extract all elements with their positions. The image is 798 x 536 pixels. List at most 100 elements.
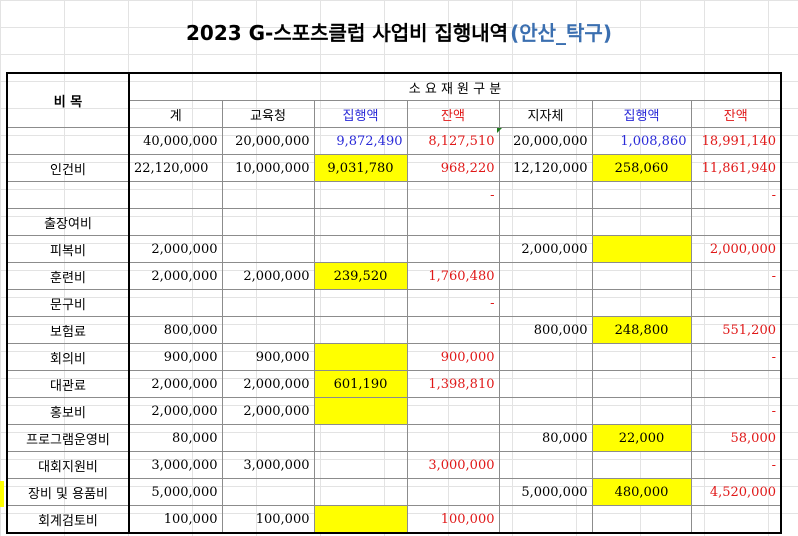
row-label-cell[interactable]: 훈련비	[6, 262, 130, 290]
table-cell[interactable]	[591, 397, 692, 425]
table-cell[interactable]: 100,000	[406, 505, 500, 534]
table-cell[interactable]	[591, 370, 692, 398]
table-cell[interactable]: 2,000,000	[498, 235, 593, 263]
header-group-cell[interactable]: 소 요 재 원 구 분	[128, 72, 782, 101]
table-cell[interactable]: -	[690, 451, 782, 479]
column-header[interactable]: 지자체	[498, 100, 593, 128]
table-cell[interactable]	[498, 505, 593, 534]
row-label-cell[interactable]	[6, 181, 130, 209]
table-cell[interactable]	[313, 451, 408, 479]
totals-label-cell[interactable]	[6, 127, 130, 155]
totals-cell[interactable]: 1,008,860	[591, 127, 692, 155]
table-cell[interactable]: 800,000	[498, 316, 593, 344]
totals-cell[interactable]: 20,000,000	[498, 127, 593, 155]
table-cell[interactable]: -	[690, 262, 782, 290]
table-cell[interactable]	[498, 451, 593, 479]
table-cell[interactable]	[221, 478, 315, 506]
table-cell[interactable]: 22,120,000	[128, 154, 223, 182]
table-cell[interactable]	[313, 397, 408, 425]
row-label-cell[interactable]: 출장여비	[6, 208, 130, 236]
table-cell[interactable]: 80,000	[498, 424, 593, 452]
table-cell[interactable]	[690, 208, 782, 236]
column-header[interactable]: 잔액	[690, 100, 782, 128]
table-cell[interactable]	[498, 289, 593, 317]
row-label-cell[interactable]: 대관료	[6, 370, 130, 398]
table-cell[interactable]: 100,000	[128, 505, 223, 534]
table-cell[interactable]: -	[406, 181, 500, 209]
table-cell[interactable]	[313, 289, 408, 317]
table-cell[interactable]	[406, 424, 500, 452]
table-cell[interactable]: 100,000	[221, 505, 315, 534]
table-cell[interactable]: 2,000,000	[128, 370, 223, 398]
table-cell[interactable]: 2,000,000	[221, 262, 315, 290]
table-cell[interactable]	[313, 208, 408, 236]
table-cell[interactable]: -	[690, 343, 782, 371]
table-cell[interactable]: -	[690, 181, 782, 209]
table-cell[interactable]: 3,000,000	[128, 451, 223, 479]
column-header[interactable]: 교육청	[221, 100, 315, 128]
table-cell[interactable]: 1,398,810	[406, 370, 500, 398]
table-cell[interactable]: 2,000,000	[128, 235, 223, 263]
table-cell[interactable]	[498, 262, 593, 290]
table-cell[interactable]	[591, 181, 692, 209]
table-cell[interactable]	[690, 370, 782, 398]
table-cell[interactable]	[591, 208, 692, 236]
table-cell[interactable]	[406, 208, 500, 236]
table-cell[interactable]: 5,000,000	[128, 478, 223, 506]
table-cell[interactable]	[128, 181, 223, 209]
row-label-cell[interactable]: 대회지원비	[6, 451, 130, 479]
table-cell[interactable]: 601,190	[313, 370, 408, 398]
table-cell[interactable]: 258,060	[591, 154, 692, 182]
table-cell[interactable]	[313, 478, 408, 506]
header-label-cell[interactable]: 비 목	[6, 72, 130, 128]
totals-cell[interactable]: 20,000,000	[221, 127, 315, 155]
table-cell[interactable]: 900,000	[406, 343, 500, 371]
table-cell[interactable]: 2,000,000	[128, 397, 223, 425]
totals-cell[interactable]: 8,127,510	[406, 127, 500, 155]
table-cell[interactable]: 22,000	[591, 424, 692, 452]
table-cell[interactable]	[498, 370, 593, 398]
table-cell[interactable]	[221, 235, 315, 263]
table-cell[interactable]: -	[690, 397, 782, 425]
table-cell[interactable]	[221, 289, 315, 317]
table-cell[interactable]	[591, 505, 692, 534]
table-cell[interactable]	[591, 343, 692, 371]
table-cell[interactable]: 58,000	[690, 424, 782, 452]
table-cell[interactable]: 248,800	[591, 316, 692, 344]
table-cell[interactable]	[128, 289, 223, 317]
table-cell[interactable]: 800,000	[128, 316, 223, 344]
table-cell[interactable]: 80,000	[128, 424, 223, 452]
table-cell[interactable]	[690, 289, 782, 317]
table-cell[interactable]: 900,000	[221, 343, 315, 371]
table-cell[interactable]	[221, 208, 315, 236]
row-label-cell[interactable]: 장비 및 용품비	[6, 478, 130, 506]
table-cell[interactable]: 900,000	[128, 343, 223, 371]
table-cell[interactable]	[406, 235, 500, 263]
column-header[interactable]: 잔액	[406, 100, 500, 128]
row-label-cell[interactable]: 회계검토비	[6, 505, 130, 534]
table-cell[interactable]: 968,220	[406, 154, 500, 182]
table-cell[interactable]	[690, 505, 782, 534]
table-cell[interactable]	[498, 181, 593, 209]
row-label-cell[interactable]: 프로그램운영비	[6, 424, 130, 452]
table-cell[interactable]: 2,000,000	[128, 262, 223, 290]
column-header[interactable]: 계	[128, 100, 223, 128]
row-label-cell[interactable]: 보험료	[6, 316, 130, 344]
table-cell[interactable]	[313, 343, 408, 371]
table-cell[interactable]: -	[406, 289, 500, 317]
table-cell[interactable]	[221, 424, 315, 452]
table-cell[interactable]	[591, 451, 692, 479]
table-cell[interactable]	[221, 181, 315, 209]
totals-cell[interactable]: 40,000,000	[128, 127, 223, 155]
table-cell[interactable]: 4,520,000	[690, 478, 782, 506]
table-cell[interactable]: 2,000,000	[221, 397, 315, 425]
table-cell[interactable]: 3,000,000	[221, 451, 315, 479]
totals-cell[interactable]: 18,991,140	[690, 127, 782, 155]
table-cell[interactable]	[498, 208, 593, 236]
totals-cell[interactable]: 9,872,490	[313, 127, 408, 155]
column-header[interactable]: 집행액	[591, 100, 692, 128]
table-cell[interactable]	[498, 343, 593, 371]
table-cell[interactable]	[313, 316, 408, 344]
table-cell[interactable]: 3,000,000	[406, 451, 500, 479]
table-cell[interactable]	[591, 262, 692, 290]
